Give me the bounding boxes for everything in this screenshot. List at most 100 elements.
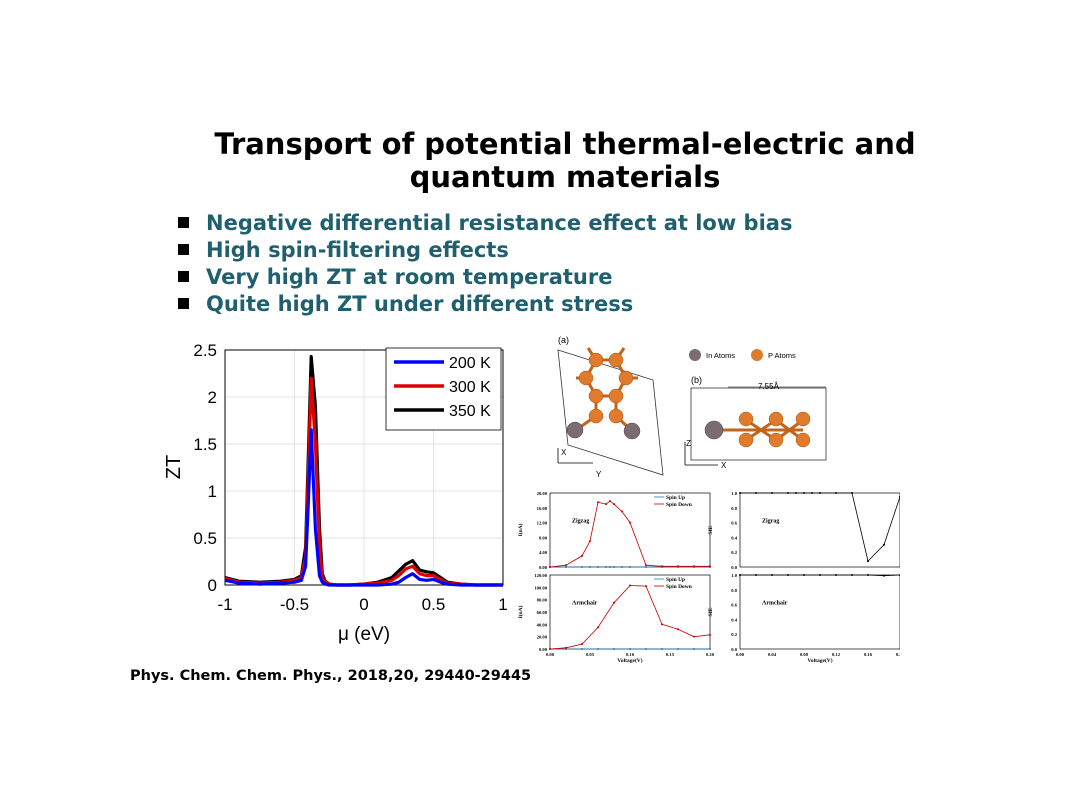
small-y-tick-label: 60.00 <box>537 610 548 615</box>
small-y-tick-label: 1.0 <box>731 573 737 578</box>
square-bullet-icon <box>178 298 189 309</box>
small-series-point <box>771 574 773 576</box>
zt-chart: -1 -0.5 0 0.5 1 0 0.5 1 1.5 2 2.5 ZT μ (eV) 200 K 3… <box>163 341 508 645</box>
small-series-point <box>629 566 631 568</box>
small-series-point <box>709 633 711 636</box>
small-series-point <box>589 566 591 568</box>
small-series-point <box>787 574 789 576</box>
small-x-tick-label: 0.05 <box>586 652 595 657</box>
zt-x-tick-label: 0 <box>359 595 368 614</box>
panel-label-a: (a) <box>558 335 569 345</box>
slide-title: Transport of potential thermal-electric … <box>214 127 916 194</box>
small-series-point <box>597 566 599 568</box>
small-y-tick-label: 0.2 <box>731 550 737 555</box>
small-y-tick-label: 0.6 <box>731 521 737 526</box>
small-panel-label: Zigrag <box>762 519 779 525</box>
small-x-tick-label: 0.20 <box>706 652 715 657</box>
small-series-point <box>605 503 607 506</box>
small-y-tick-label: 0.4 <box>731 617 737 622</box>
zt-y-tick-label: 0.5 <box>193 529 217 548</box>
small-series-point <box>605 566 607 568</box>
small-chart-frame <box>739 574 900 650</box>
small-x-tick-label: 0.00 <box>546 652 555 657</box>
small-x-axis-label: Voltage(V) <box>617 657 642 664</box>
small-legend-label: Spin Up <box>666 495 685 501</box>
zt-y-tick-label: 0 <box>208 576 217 595</box>
in-atoms-a <box>566 421 641 440</box>
small-series-point <box>629 521 631 524</box>
small-series-point <box>835 574 837 576</box>
square-bullet-icon <box>178 271 189 282</box>
small-legend-label: Spin Up <box>666 577 685 583</box>
side-view-bonds <box>713 418 804 442</box>
small-y-tick-label: 16.00 <box>537 506 548 511</box>
small-y-tick-label: 0.4 <box>731 535 737 540</box>
small-series-point <box>661 565 663 568</box>
bullet-item: Very high ZT at room temperature <box>178 264 792 291</box>
small-series-line <box>549 585 711 650</box>
in-atom-legend-label: In Atoms <box>706 351 735 360</box>
small-y-tick-label: 8.00 <box>539 535 548 540</box>
small-chart-panels: 0.00 4.00 8.00 12.00 16.00 20.00 I(nA) Zigzag Sp… <box>517 491 900 664</box>
small-series-point <box>549 648 551 650</box>
small-series-point <box>597 626 599 629</box>
small-series-point <box>597 501 599 504</box>
small-x-tick-label: 0.00 <box>736 652 745 657</box>
axes-a <box>557 448 593 464</box>
small-y-tick-label: 0.0 <box>731 647 737 652</box>
small-series-point <box>899 574 900 576</box>
small-panel-label: Armchair <box>762 601 788 607</box>
zt-x-tick-label: -0.5 <box>280 595 309 614</box>
zt-x-tick-label: -1 <box>217 595 232 614</box>
square-bullet-icon <box>178 217 189 228</box>
small-y-axis-label: SIE <box>708 525 714 534</box>
iv-sie-charts: 0.00 4.00 8.00 12.00 16.00 20.00 I(nA) Zigzag Sp… <box>517 491 900 664</box>
small-series-point <box>613 503 615 506</box>
small-panel-label: Armchair <box>572 601 598 607</box>
small-series-point <box>661 623 663 626</box>
bullet-item: Quite high ZT under different stress <box>178 291 792 318</box>
lattice-constant-label: 7.55Å <box>758 382 780 391</box>
zt-tick-labels: -1 -0.5 0 0.5 1 0 0.5 1 1.5 2 2.5 <box>193 341 507 614</box>
small-x-axis-label: Voltage(V) <box>807 657 832 664</box>
small-series-point <box>629 584 631 587</box>
small-legend-label: Spin Down <box>666 584 692 590</box>
small-series-point <box>581 643 583 646</box>
small-y-tick-label: 20.00 <box>537 635 548 640</box>
small-series-point <box>811 492 813 494</box>
small-series-point <box>803 574 805 576</box>
small-x-tick-label: 0.20 <box>896 652 900 657</box>
small-series-point <box>565 566 567 568</box>
p-atoms-a <box>578 352 634 424</box>
small-series-point <box>693 635 695 638</box>
zt-series-200-k <box>224 428 503 587</box>
zt-legend-label: 300 K <box>449 379 491 396</box>
bullet-item: High spin-filtering effects <box>178 237 792 264</box>
small-panel-label: Zigzag <box>572 519 589 525</box>
zt-x-axis-label: μ (eV) <box>338 624 390 645</box>
small-series-point <box>693 648 695 650</box>
small-series-point <box>613 601 615 604</box>
small-y-tick-label: 0.2 <box>731 632 737 637</box>
small-series-point <box>795 492 797 494</box>
small-series-point <box>803 492 805 494</box>
axis-z-label-b: Z <box>686 439 691 448</box>
small-series-point <box>629 648 631 650</box>
small-x-tick-label: 0.12 <box>832 652 841 657</box>
zt-legend-label: 350 K <box>449 403 491 420</box>
zt-x-tick-label: 0.5 <box>422 595 446 614</box>
bullet-text: Quite high ZT under different stress <box>206 292 634 316</box>
small-series-point <box>645 564 647 567</box>
citation: Phys. Chem. Chem. Phys., 2018,20, 29440-… <box>130 668 532 684</box>
hexagon-bonds <box>575 347 638 432</box>
small-series-point <box>589 540 591 543</box>
small-series-line <box>549 500 710 568</box>
small-series-point <box>645 648 647 650</box>
small-y-tick-label: 0.8 <box>731 506 737 511</box>
structure-panel: (a) X Y In Atoms P Atoms (b) 7.55Å <box>557 335 827 479</box>
small-series-point <box>755 492 757 494</box>
axis-x-label-b: X <box>721 461 727 470</box>
small-y-tick-label: 0.0 <box>731 565 737 570</box>
bullet-text: Very high ZT at room temperature <box>206 265 613 289</box>
in-atom-legend-icon <box>689 349 701 361</box>
